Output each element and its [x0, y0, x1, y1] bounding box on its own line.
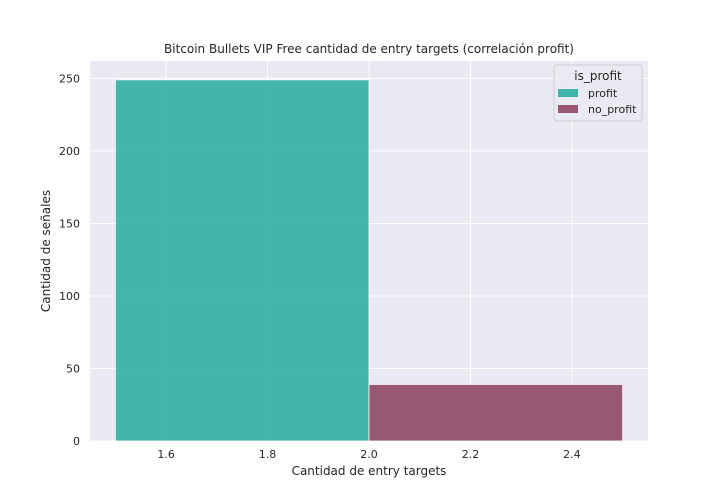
x-axis-label: Cantidad de entry targets	[292, 464, 447, 478]
bars	[114, 79, 624, 442]
x-tick-label: 2.0	[360, 448, 378, 461]
bar-no-profit	[368, 384, 624, 442]
legend: is_profit profit no_profit	[553, 64, 643, 122]
y-axis-label: Cantidad de señales	[39, 190, 53, 312]
y-tick-label: 200	[59, 145, 80, 158]
bar-profit	[114, 79, 370, 442]
y-axis-ticks: 0 50 100 150 200 250	[59, 72, 80, 448]
x-tick-label: 2.2	[462, 448, 480, 461]
chart-title: Bitcoin Bullets VIP Free cantidad de ent…	[164, 42, 574, 56]
legend-swatch-profit	[558, 89, 578, 97]
x-tick-label: 1.6	[157, 448, 175, 461]
legend-swatch-no-profit	[558, 105, 578, 113]
y-tick-label: 0	[73, 435, 80, 448]
x-axis-ticks: 1.6 1.8 2.0 2.2 2.4	[157, 448, 580, 461]
legend-label-no-profit: no_profit	[588, 103, 637, 116]
x-tick-label: 1.8	[259, 448, 277, 461]
y-tick-label: 250	[59, 72, 80, 85]
x-tick-label: 2.4	[563, 448, 581, 461]
y-tick-label: 100	[59, 290, 80, 303]
legend-label-profit: profit	[588, 87, 618, 100]
legend-title: is_profit	[574, 69, 622, 83]
y-tick-label: 150	[59, 217, 80, 230]
y-tick-label: 50	[66, 362, 80, 375]
